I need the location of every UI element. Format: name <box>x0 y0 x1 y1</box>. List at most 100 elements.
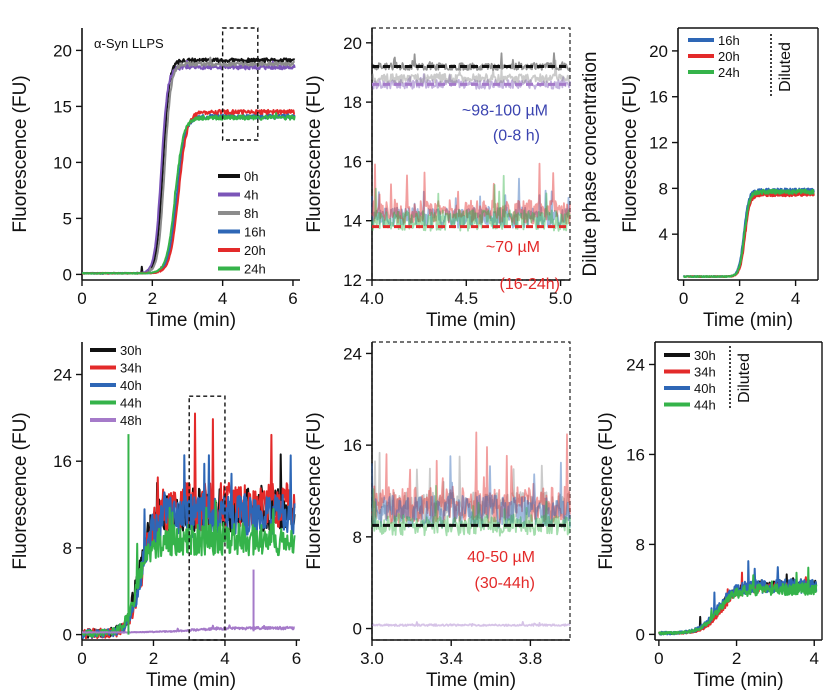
zoom-box <box>188 395 226 641</box>
legend: 30h 34h 40h 44h 48h <box>90 343 142 428</box>
x-tick-label: 4.0 <box>360 289 384 308</box>
y-tick-label: 24 <box>53 366 72 385</box>
legend-label: 16h <box>244 225 266 240</box>
series-line-4h <box>82 60 296 275</box>
panel-E: 3.0 3.4 3.8 0 8 16 24 Time (min) Fluorescence (F… <box>304 341 571 691</box>
y-axis-label: Fluorescence (FU) <box>10 75 31 232</box>
y-tick-label: 16 <box>649 88 668 107</box>
y-tick-label: 0 <box>636 625 645 644</box>
zoom-box <box>221 27 259 141</box>
y-tick-label: 8 <box>353 528 362 547</box>
annotation-concentration-high: ~98-100 µM <box>462 102 548 119</box>
y-axis-label: Fluorescence (FU) <box>10 412 31 569</box>
x-tick-label: 6 <box>292 649 301 668</box>
noise-trace-blue <box>371 177 571 229</box>
legend-label: 4h <box>244 188 258 203</box>
x-tick-label: 4 <box>809 649 818 668</box>
y-axis-label: Fluorescence (FU) <box>304 75 325 232</box>
legend-label: 34h <box>120 361 142 376</box>
x-tick-label: 0 <box>679 289 688 308</box>
x-tick-label: 4 <box>791 289 800 308</box>
y-tick-label: 12 <box>343 271 362 290</box>
noise-trace-gray <box>371 451 571 526</box>
noise-trace-violet <box>371 621 571 627</box>
legend-label: 24h <box>244 262 266 277</box>
x-tick-label: 2 <box>148 289 157 308</box>
legend-label: 8h <box>244 206 258 221</box>
x-tick-label: 2 <box>732 649 741 668</box>
annotation-time-low: (16-24h) <box>500 276 560 293</box>
y-tick-label: 8 <box>659 179 668 198</box>
noise-trace-green <box>371 484 571 537</box>
x-tick-label: 0 <box>77 649 86 668</box>
y-tick-label: 24 <box>626 355 645 374</box>
y-tick-label: 0 <box>353 620 362 639</box>
x-tick-label: 6 <box>288 289 297 308</box>
noise-trace-red <box>371 431 571 524</box>
y-tick-label: 0 <box>63 626 72 645</box>
x-axis-label: Time (min) <box>146 310 236 331</box>
y-tick-label: 16 <box>626 445 645 464</box>
panel-C: 0 2 4 4 8 12 16 20 Time (min) Fluorescence (FU) 16… <box>620 27 819 331</box>
y-tick-label: 12 <box>649 134 668 153</box>
y-tick-label: 20 <box>649 42 668 61</box>
x-tick-label: 4 <box>218 289 227 308</box>
y-tick-label: 8 <box>63 539 72 558</box>
legend-label: 44h <box>694 398 716 413</box>
y-axis-label: Fluorescence (FU) <box>304 412 325 569</box>
x-tick-label: 3.8 <box>519 649 543 668</box>
panel-B: 4.0 4.5 5.0 12 14 16 18 20 Time (min) Fluorescenc… <box>304 27 601 331</box>
y-tick-label: 14 <box>343 212 362 231</box>
y-tick-label: 0 <box>63 265 72 284</box>
series-line-44h <box>658 566 818 636</box>
annotation-concentration-low: ~70 µM <box>486 239 540 256</box>
legend-label: 40h <box>694 381 716 396</box>
legend-note: Diluted <box>736 353 753 403</box>
legend-label: 34h <box>694 365 716 380</box>
y-tick-label: 10 <box>53 153 72 172</box>
y-tick-label: 16 <box>343 436 362 455</box>
noise-trace-gray <box>371 59 571 84</box>
x-axis-label: Time (min) <box>146 670 236 691</box>
x-tick-label: 0 <box>654 649 663 668</box>
y-tick-label: 4 <box>659 225 668 244</box>
y-axis-label: Fluorescence (FU) <box>620 75 641 232</box>
legend-label: 30h <box>120 343 142 358</box>
annotation-concentration: 40-50 µM <box>467 549 535 566</box>
x-tick-label: 2 <box>735 289 744 308</box>
legend-label: 40h <box>120 378 142 393</box>
series-line-44h <box>82 499 296 638</box>
x-axis-label: Time (min) <box>426 670 516 691</box>
legend-note: Diluted <box>777 42 794 92</box>
legend-label: 44h <box>120 396 142 411</box>
annotation-time: (30-44h) <box>475 575 535 592</box>
y-tick-label: 20 <box>343 34 362 53</box>
y-tick-label: 5 <box>63 209 72 228</box>
y-tick-label: 16 <box>53 452 72 471</box>
series-line-24h <box>683 188 815 278</box>
x-axis-label: Time (min) <box>426 310 516 331</box>
y-tick-label: 24 <box>343 344 362 363</box>
x-tick-label: 0 <box>77 289 86 308</box>
legend-label: 48h <box>120 413 142 428</box>
y-tick-label: 15 <box>53 97 72 116</box>
x-tick-label: 2 <box>149 649 158 668</box>
x-tick-label: 5.0 <box>549 289 573 308</box>
x-axis-label: Time (min) <box>703 310 793 331</box>
x-tick-label: 3.0 <box>360 649 384 668</box>
y-tick-label: 16 <box>343 152 362 171</box>
x-tick-label: 4.5 <box>454 289 478 308</box>
legend-label: 20h <box>244 243 266 258</box>
x-tick-label: 3.4 <box>439 649 463 668</box>
annotation-time-high: (0-8 h) <box>493 128 540 145</box>
legend-label: 24h <box>718 65 740 80</box>
legend-label: 0h <box>244 169 258 184</box>
y-axis-label: Fluorescence (FU) <box>596 412 617 569</box>
y-tick-label: 8 <box>636 535 645 554</box>
panel-A: 0 2 4 6 0 5 10 15 20 Time (min) Fluorescence (FU) α… <box>10 27 300 331</box>
series-line-48h <box>82 624 295 634</box>
